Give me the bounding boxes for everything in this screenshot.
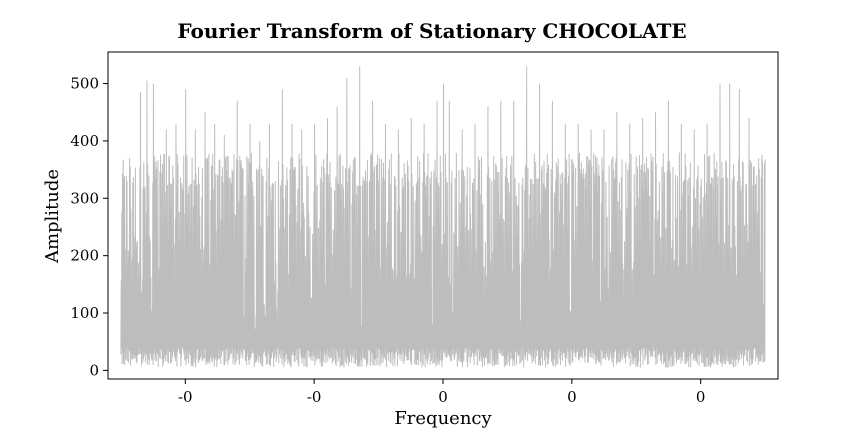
spectrum-series-line: [120, 66, 766, 368]
y-tick-label: 0: [89, 361, 99, 379]
y-axis-label: Amplitude: [42, 169, 63, 264]
x-tick-label: 0: [567, 388, 577, 406]
y-tick-label: 100: [70, 304, 99, 322]
chart-title: Fourier Transform of Stationary CHOCOLAT…: [177, 19, 686, 43]
plot-area: [120, 66, 766, 368]
y-tick-label: 200: [70, 247, 99, 265]
y-tick-label: 400: [70, 132, 99, 150]
x-axis: -0 -0 0 0 0: [178, 379, 705, 406]
x-axis-label: Frequency: [394, 408, 492, 429]
x-tick-label: -0: [307, 388, 322, 406]
y-tick-label: 500: [70, 75, 99, 93]
x-tick-label: 0: [696, 388, 706, 406]
y-tick-label: 300: [70, 189, 99, 207]
x-tick-label: -0: [178, 388, 193, 406]
y-axis: 0 100 200 300 400 500: [70, 75, 108, 379]
x-tick-label: 0: [438, 388, 448, 406]
